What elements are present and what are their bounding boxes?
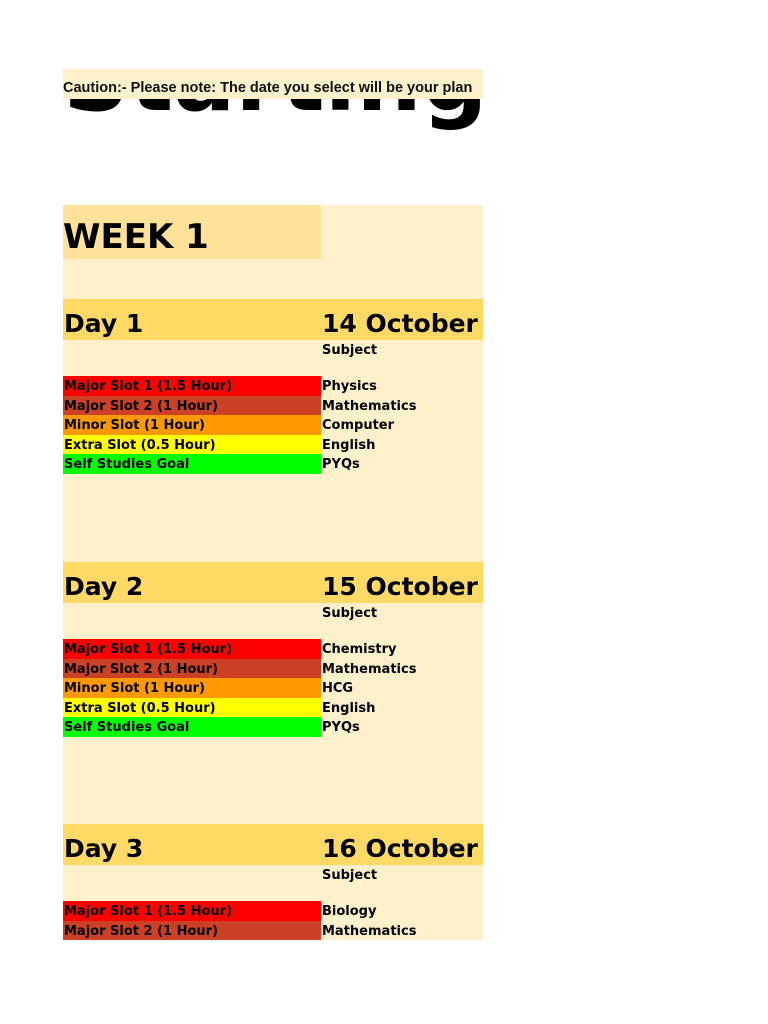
- slot-subject[interactable]: HCG: [322, 681, 354, 696]
- slot-subject[interactable]: English: [322, 437, 376, 453]
- slot-label: Self Studies Goal: [63, 454, 321, 474]
- slot-subject[interactable]: Mathematics: [322, 661, 417, 677]
- day-name: Day 2: [64, 572, 144, 601]
- slot-label: Minor Slot (1 Hour): [63, 415, 321, 435]
- slot-subject[interactable]: Chemistry: [322, 642, 397, 657]
- slot-subject[interactable]: Computer: [322, 418, 395, 433]
- slot-label: Major Slot 2 (1 Hour): [63, 658, 321, 678]
- slot-subject[interactable]: Biology: [322, 904, 377, 919]
- slot-label: Major Slot 2 (1 Hour): [63, 395, 321, 415]
- subject-header: Subject: [322, 606, 378, 621]
- slot-subject[interactable]: English: [322, 700, 376, 716]
- slot-label: Major Slot 1 (1.5 Hour): [63, 639, 321, 659]
- slot-label: Major Slot 1 (1.5 Hour): [63, 376, 321, 396]
- slot-subject[interactable]: Mathematics: [322, 923, 417, 939]
- slot-subject[interactable]: PYQs: [322, 457, 360, 472]
- slot-label: Extra Slot (0.5 Hour): [63, 434, 321, 454]
- day-name: Day 3: [64, 834, 144, 863]
- subject-header: Subject: [322, 343, 378, 358]
- slot-subject[interactable]: PYQs: [322, 720, 360, 735]
- day-date[interactable]: 14 October: [322, 309, 478, 338]
- day-header: Day 1 14 October: [63, 299, 483, 340]
- page-title: Starting Date: [63, 99, 483, 125]
- day-header: Day 2 15 October: [63, 562, 483, 603]
- day-name: Day 1: [64, 309, 144, 338]
- subject-header: Subject: [322, 868, 378, 883]
- slot-subject[interactable]: Mathematics: [322, 398, 417, 414]
- week-heading: WEEK 1: [63, 205, 321, 259]
- day-date[interactable]: 15 October: [322, 572, 478, 601]
- slot-label: Major Slot 2 (1 Hour): [63, 920, 321, 940]
- slot-label: Self Studies Goal: [63, 717, 321, 737]
- day-date[interactable]: 16 October: [322, 834, 478, 863]
- slot-label: Major Slot 1 (1.5 Hour): [63, 901, 321, 921]
- slot-label: Extra Slot (0.5 Hour): [63, 697, 321, 717]
- slot-label: Minor Slot (1 Hour): [63, 678, 321, 698]
- slot-subject[interactable]: Physics: [322, 379, 377, 394]
- title-cell: Starting Date: [63, 99, 483, 141]
- caution-note: Caution:- Please note: The date you sele…: [63, 69, 483, 99]
- day-header: Day 3 16 October: [63, 824, 483, 865]
